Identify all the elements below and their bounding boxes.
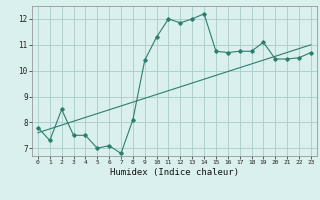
- X-axis label: Humidex (Indice chaleur): Humidex (Indice chaleur): [110, 168, 239, 177]
